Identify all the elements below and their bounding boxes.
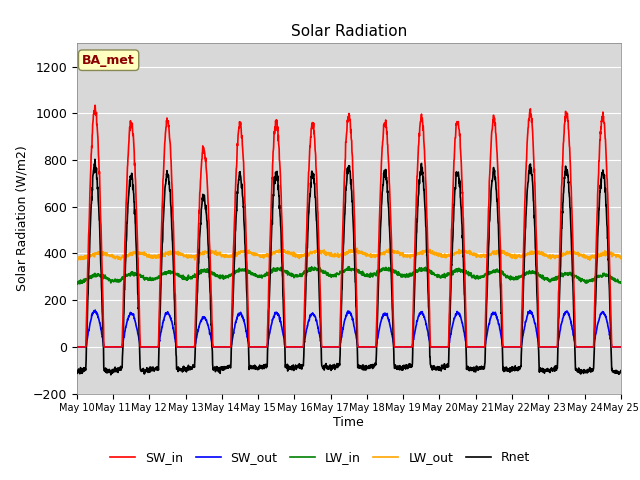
LW_out [507, 254, 515, 260]
LW_in [365, 273, 372, 278]
SW_out [376, 321, 384, 327]
SW_in [365, 344, 372, 350]
Rnet [225, 363, 233, 369]
LW_out [376, 250, 384, 256]
Rnet [377, 222, 385, 228]
LW_in [345, 264, 353, 269]
SW_in [91, 102, 99, 108]
Line: Rnet: Rnet [77, 159, 621, 375]
LW_out [569, 251, 577, 256]
LW_out [353, 245, 361, 251]
Rnet [365, 365, 372, 371]
SW_out [92, 307, 99, 313]
LW_in [584, 279, 592, 285]
LW_out [586, 257, 594, 263]
Rnet [570, 288, 577, 294]
LW_out [225, 254, 232, 260]
Line: LW_in: LW_in [77, 266, 621, 284]
LW_out [73, 255, 81, 261]
LW_in [617, 279, 625, 285]
Rnet [584, 369, 592, 375]
SW_in [584, 344, 592, 350]
SW_out [569, 330, 577, 336]
LW_out [365, 252, 372, 258]
LW_in [377, 268, 385, 274]
LW_in [74, 281, 81, 287]
SW_in [507, 344, 515, 350]
LW_out [617, 255, 625, 261]
LW_in [73, 280, 81, 286]
SW_out [225, 344, 232, 350]
LW_in [225, 272, 232, 278]
Y-axis label: Solar Radiation (W/m2): Solar Radiation (W/m2) [15, 145, 29, 291]
SW_in [617, 344, 625, 350]
X-axis label: Time: Time [333, 416, 364, 429]
Title: Solar Radiation: Solar Radiation [291, 24, 407, 39]
LW_in [508, 276, 515, 281]
LW_out [584, 254, 592, 260]
SW_out [584, 344, 592, 350]
SW_in [73, 344, 81, 350]
SW_in [569, 243, 577, 249]
Rnet [508, 367, 515, 372]
Line: SW_in: SW_in [77, 105, 621, 347]
SW_out [617, 344, 625, 350]
Rnet [107, 372, 115, 378]
SW_out [73, 344, 81, 350]
Text: BA_met: BA_met [82, 54, 135, 67]
Rnet [73, 369, 81, 374]
SW_in [376, 187, 384, 192]
Rnet [91, 156, 99, 162]
Legend: SW_in, SW_out, LW_in, LW_out, Rnet: SW_in, SW_out, LW_in, LW_out, Rnet [105, 446, 535, 469]
Line: SW_out: SW_out [77, 310, 621, 347]
Line: LW_out: LW_out [77, 248, 621, 260]
SW_out [365, 344, 372, 350]
Rnet [617, 368, 625, 373]
SW_out [507, 344, 515, 350]
LW_in [570, 274, 577, 279]
SW_in [225, 344, 232, 350]
